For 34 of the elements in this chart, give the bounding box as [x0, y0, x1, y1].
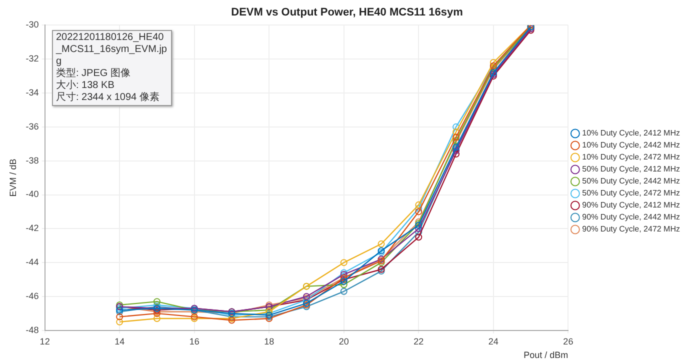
legend-label: 10% Duty Cycle, 2442 MHz: [582, 140, 680, 150]
legend-label: 10% Duty Cycle, 2472 MHz: [582, 152, 680, 162]
x-tick-label: 20: [338, 336, 349, 346]
legend-label: 90% Duty Cycle, 2442 MHz: [582, 212, 680, 222]
y-tick-label: -48: [26, 324, 39, 335]
y-tick-label: -32: [26, 54, 39, 64]
x-axis-title: Pout / dBm: [524, 350, 568, 360]
y-tick-label: -40: [26, 189, 39, 200]
y-tick-label: -46: [26, 290, 39, 301]
y-tick-label: -44: [26, 257, 39, 268]
y-tick-label: -36: [26, 121, 39, 132]
x-tick-label: 18: [264, 336, 274, 346]
annotation: 大小: 138 KB: [56, 80, 116, 92]
legend-label: 50% Duty Cycle, 2472 MHz: [582, 188, 680, 198]
y-tick-label: -38: [26, 155, 39, 166]
y-axis-title: EVM / dB: [8, 158, 18, 197]
annotation: 尺寸: 2344 x 1094 像素: [56, 92, 160, 104]
annotation: 类型: JPEG 图像: [56, 68, 132, 80]
y-tick-label: -30: [26, 20, 39, 30]
legend-label: 50% Duty Cycle, 2442 MHz: [582, 176, 680, 186]
legend-label: 50% Duty Cycle, 2412 MHz: [582, 164, 680, 174]
x-tick-label: 14: [114, 336, 125, 346]
x-tick-label: 26: [563, 336, 574, 346]
x-tick-label: 16: [189, 336, 200, 346]
chart-title: DEVM vs Output Power, HE40 MCS11 16sym: [231, 6, 464, 19]
x-tick-label: 22: [414, 336, 424, 346]
y-tick-label: -42: [26, 223, 39, 234]
x-tick-label: 24: [488, 336, 498, 346]
legend-label: 10% Duty Cycle, 2412 MHz: [582, 128, 680, 138]
legend-label: 90% Duty Cycle, 2412 MHz: [582, 200, 680, 210]
y-tick-label: -34: [26, 88, 39, 98]
legend-label: 90% Duty Cycle, 2472 MHz: [582, 224, 680, 234]
annotation: 20221201180126_HE40_MCS11_16sym_EVM.jpg: [56, 32, 168, 68]
x-tick-label: 12: [40, 336, 50, 346]
